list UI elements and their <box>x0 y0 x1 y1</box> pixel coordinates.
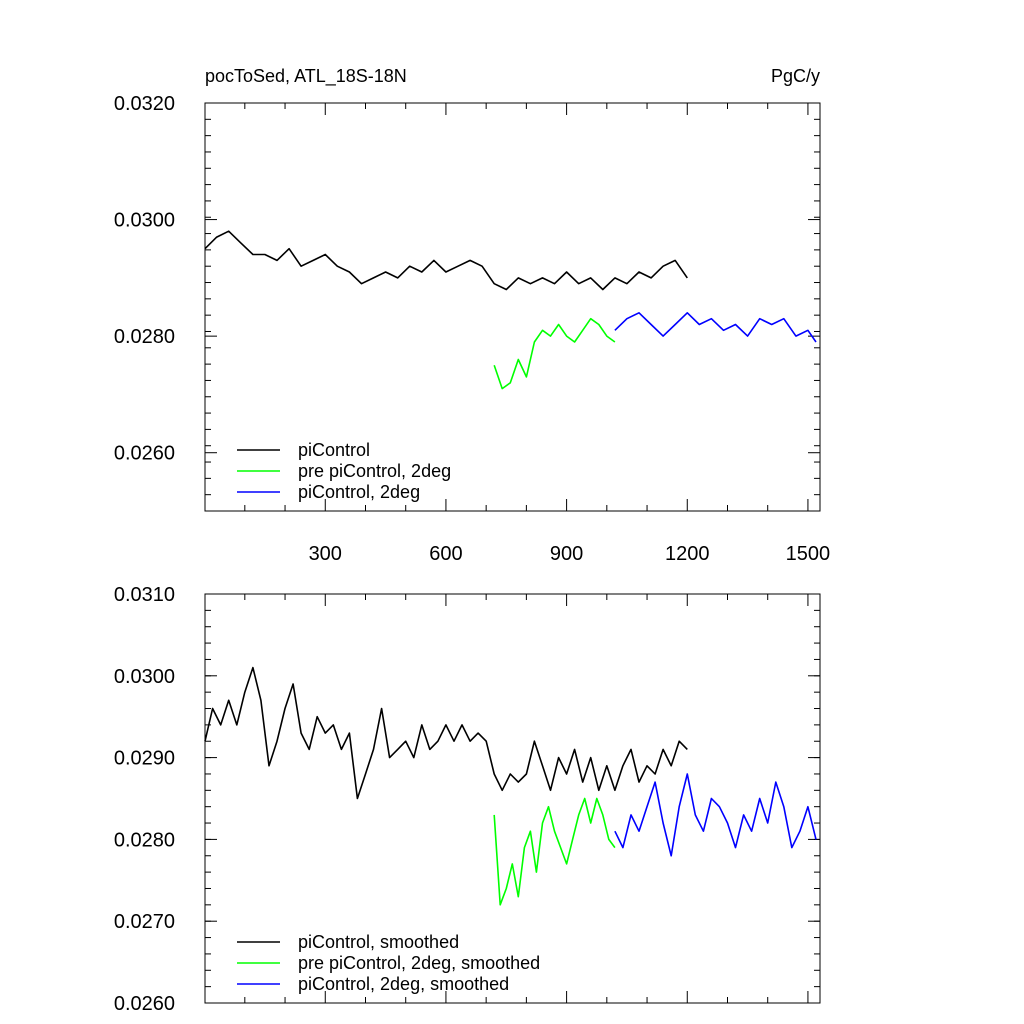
top-series-line-2 <box>614 311 817 343</box>
bottom-axes: 0.0310 0.0300 0.0290 0.0280 0.0270 0.0260 <box>114 584 820 1015</box>
top-panel: pocToSed, ATL_18S-18N PgC/y 0.0320 0.0300… <box>114 66 830 565</box>
top-xtick-label: 300 <box>309 543 342 565</box>
top-axes: 0.0320 0.0300 0.0280 0.0260 300 600 900 1200 150… <box>114 93 830 565</box>
bottom-ytick-label: 0.0290 <box>114 748 175 770</box>
bottom-series-line-1 <box>493 797 616 906</box>
bottom-plot-frame <box>204 593 821 1004</box>
bottom-ytick-label: 0.0270 <box>114 911 175 933</box>
top-xtick-label: 600 <box>429 543 462 565</box>
top-series-line-1 <box>493 317 616 390</box>
bottom-legend-label-0: piControl, smoothed <box>298 932 459 952</box>
bottom-series-line-0 <box>204 666 688 800</box>
bottom-legend-label-1: pre piControl, 2deg, smoothed <box>298 953 540 973</box>
bottom-ytick-label: 0.0280 <box>114 829 175 851</box>
top-plot-frame <box>204 102 821 512</box>
top-xtick-label: 1200 <box>665 543 710 565</box>
bottom-panel: 0.0310 0.0300 0.0290 0.0280 0.0270 0.0260 piC… <box>114 584 821 1015</box>
top-legend-label-2: piControl, 2deg <box>298 482 420 502</box>
bottom-ytick-label: 0.0300 <box>114 666 175 688</box>
bottom-ytick-label: 0.0310 <box>114 584 175 606</box>
top-chart-units: PgC/y <box>771 66 820 86</box>
top-xtick-label: 1500 <box>786 543 831 565</box>
top-series-group <box>204 230 817 390</box>
bottom-ytick-label: 0.0260 <box>114 993 175 1015</box>
top-ytick-label: 0.0260 <box>114 443 175 465</box>
top-ytick-label: 0.0320 <box>114 93 175 115</box>
bottom-series-group <box>204 666 817 906</box>
bottom-series-line-2 <box>614 773 817 857</box>
bottom-legend-label-2: piControl, 2deg, smoothed <box>298 974 509 994</box>
top-legend-label-1: pre piControl, 2deg <box>298 461 451 481</box>
top-series-line-0 <box>204 230 688 291</box>
top-ytick-label: 0.0300 <box>114 210 175 232</box>
top-xtick-label: 900 <box>550 543 583 565</box>
top-chart-title: pocToSed, ATL_18S-18N <box>205 66 407 87</box>
top-legend-label-0: piControl <box>298 440 370 460</box>
top-ytick-label: 0.0280 <box>114 326 175 348</box>
